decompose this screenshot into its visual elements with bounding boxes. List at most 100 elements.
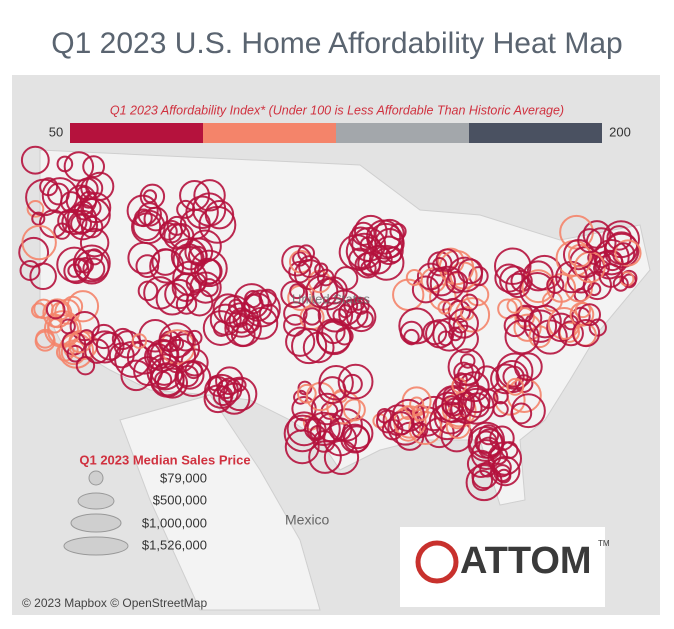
county-circle (80, 215, 104, 239)
county-circle (434, 385, 473, 424)
logo-tm: TM (598, 539, 610, 548)
county-circle (398, 307, 436, 345)
county-circle (132, 212, 162, 242)
size-label: $79,000 (160, 470, 207, 485)
county-circle (82, 257, 106, 281)
county-circle (215, 366, 244, 396)
attribution: © 2023 Mapbox © OpenStreetMap (22, 596, 207, 610)
county-circle (283, 314, 306, 337)
size-symbol (77, 492, 115, 510)
county-circle (233, 283, 270, 320)
county-circle (409, 396, 425, 412)
county-circle (185, 288, 214, 317)
county-circle (429, 265, 466, 302)
size-symbol (63, 536, 129, 556)
county-circle (199, 278, 219, 298)
county-circle (21, 224, 57, 261)
county-circle (612, 242, 636, 266)
size-legend-title: Q1 2023 Median Sales Price (79, 452, 250, 467)
logo-icon (415, 540, 459, 584)
county-circle (281, 245, 313, 277)
county-circle (411, 421, 429, 439)
county-circle (493, 247, 532, 285)
county-circle (296, 383, 317, 404)
county-circle (310, 392, 344, 426)
county-circle (33, 298, 54, 320)
county-circle (435, 248, 459, 272)
county-circle (582, 220, 612, 249)
county-circle (144, 343, 172, 371)
county-circle (302, 307, 322, 326)
county-circle (168, 335, 185, 352)
county-circle (506, 377, 525, 396)
county-circle (606, 225, 632, 251)
county-circle (55, 342, 75, 362)
county-circle (75, 355, 96, 376)
logo-text: ATTOM (460, 540, 592, 582)
county-circle (193, 257, 222, 286)
county-circle (389, 411, 414, 436)
county-circle (382, 404, 415, 437)
color-legend-title: Q1 2023 Affordability Index* (Under 100 … (110, 103, 564, 117)
county-circle (56, 246, 93, 283)
logo-box (400, 527, 605, 607)
county-circle (505, 272, 531, 299)
county-circle (348, 226, 374, 252)
county-circle (78, 329, 95, 346)
county-circle (572, 319, 601, 348)
county-circle (557, 320, 584, 347)
county-circle (86, 248, 104, 266)
county-circle (135, 254, 160, 278)
county-circle (459, 353, 476, 369)
land-mexico (119, 394, 321, 611)
size-symbol (70, 513, 122, 533)
county-circle (45, 299, 66, 320)
county-circle (318, 364, 354, 401)
title: Q1 2023 U.S. Home Affordability Heat Map (51, 27, 622, 60)
county-circle (63, 151, 95, 182)
mexico-label: Mexico (285, 512, 330, 528)
county-circle (444, 397, 464, 417)
county-circles (18, 145, 642, 502)
county-circle (193, 179, 226, 212)
county-circle (190, 249, 228, 288)
size-label: $1,000,000 (142, 515, 207, 530)
county-circle (351, 296, 366, 311)
county-circle (131, 333, 148, 349)
color-legend-min: 50 (49, 124, 63, 139)
county-circle (578, 303, 602, 327)
county-circle (161, 338, 197, 374)
county-circle (492, 388, 509, 405)
county-circle (120, 359, 152, 392)
county-circle (209, 303, 242, 336)
county-circle (20, 145, 50, 175)
county-circle (137, 280, 159, 302)
county-circle (286, 411, 322, 447)
county-circle (297, 244, 316, 263)
county-circle (84, 338, 110, 364)
county-circle (340, 423, 370, 454)
country-label: United States (292, 291, 371, 306)
county-circle (185, 195, 219, 230)
county-circle (284, 429, 320, 465)
county-circle (283, 301, 308, 326)
county-circle (212, 293, 244, 325)
county-circle (243, 290, 263, 309)
county-circle (478, 388, 499, 409)
size-label: $1,526,000 (142, 537, 207, 552)
county-circle (230, 322, 256, 347)
county-circle (53, 222, 71, 240)
county-circle (308, 440, 342, 474)
county-circle (159, 219, 183, 244)
county-circle (48, 313, 63, 328)
county-circle (405, 268, 423, 287)
county-circle (298, 255, 321, 278)
county-circle (143, 206, 169, 232)
county-circle (79, 227, 110, 258)
county-circle (448, 326, 463, 342)
county-circle (374, 218, 405, 250)
county-circle (337, 363, 374, 400)
county-circle (462, 384, 491, 414)
county-circle (316, 268, 335, 287)
